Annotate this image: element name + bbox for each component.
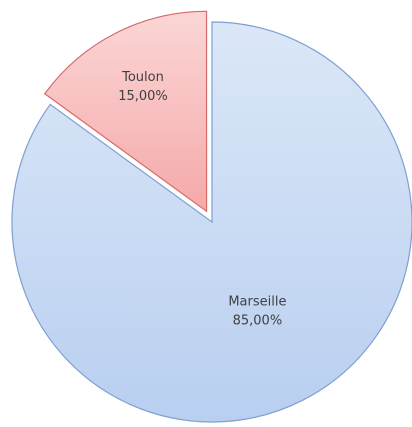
slice-value-label: 85,00% — [233, 314, 283, 329]
slice-value-label: 15,00% — [118, 89, 168, 104]
slice-label: Toulon — [121, 70, 164, 85]
pie-slice — [43, 10, 208, 213]
slice-label: Marseille — [228, 295, 286, 310]
pie-slice — [11, 21, 412, 423]
